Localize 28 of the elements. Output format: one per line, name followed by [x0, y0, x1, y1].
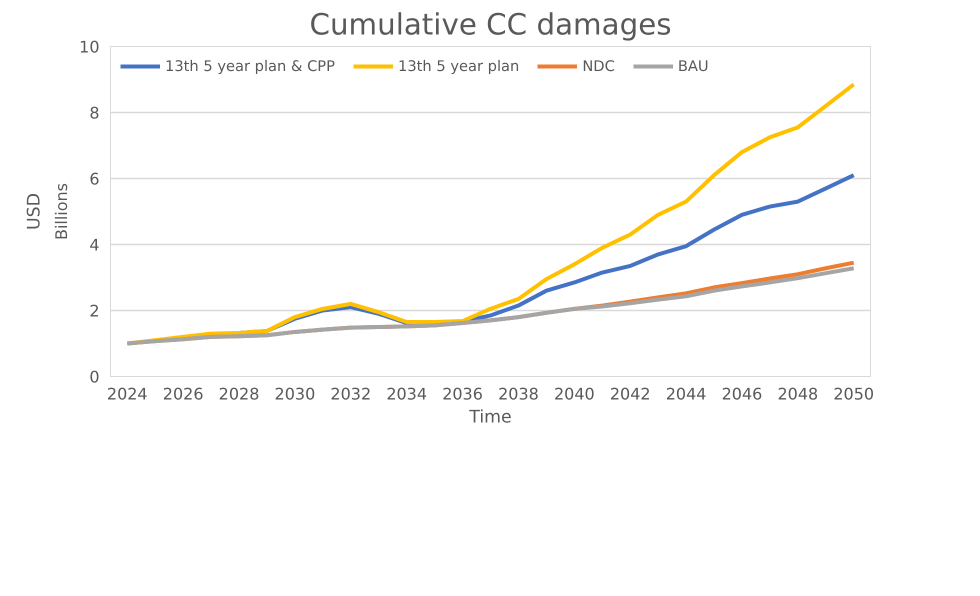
- x-tick-label: 2028: [218, 384, 260, 404]
- y-axis-title: USD: [24, 192, 44, 230]
- legend-label: 13th 5 year plan & CPP: [165, 58, 335, 74]
- y-tick-label: 0: [89, 368, 100, 386]
- x-tick-label: 2036: [442, 384, 483, 404]
- x-tick-label: 2040: [554, 384, 595, 404]
- legend-label: NDC: [582, 58, 615, 74]
- x-tick-label: 2044: [666, 384, 706, 404]
- x-tick-label: 2026: [162, 384, 204, 404]
- y-tick-label: 4: [89, 236, 100, 254]
- x-tick-label: 2046: [722, 384, 762, 404]
- y-tick-label: 2: [89, 302, 100, 320]
- y-tick-label: 6: [89, 170, 100, 188]
- x-tick-label: 2038: [498, 384, 539, 404]
- y-tick-label: 8: [89, 104, 100, 122]
- legend-label: BAU: [678, 58, 709, 74]
- x-tick-label: 2048: [777, 384, 818, 404]
- chart-title: Cumulative CC damages: [309, 8, 672, 42]
- x-tick-label: 2024: [106, 384, 148, 404]
- x-tick-label: 2034: [386, 384, 428, 404]
- x-tick-label: 2032: [330, 384, 372, 404]
- x-tick-label: 2030: [274, 384, 316, 404]
- x-axis-title: Time: [468, 408, 512, 428]
- x-tick-label: 2042: [610, 384, 651, 404]
- x-tick-label: 2050: [833, 384, 874, 404]
- y-tick-label: 10: [79, 38, 100, 56]
- text: Billions: [52, 182, 72, 240]
- legend-label: 13th 5 year plan: [398, 58, 520, 74]
